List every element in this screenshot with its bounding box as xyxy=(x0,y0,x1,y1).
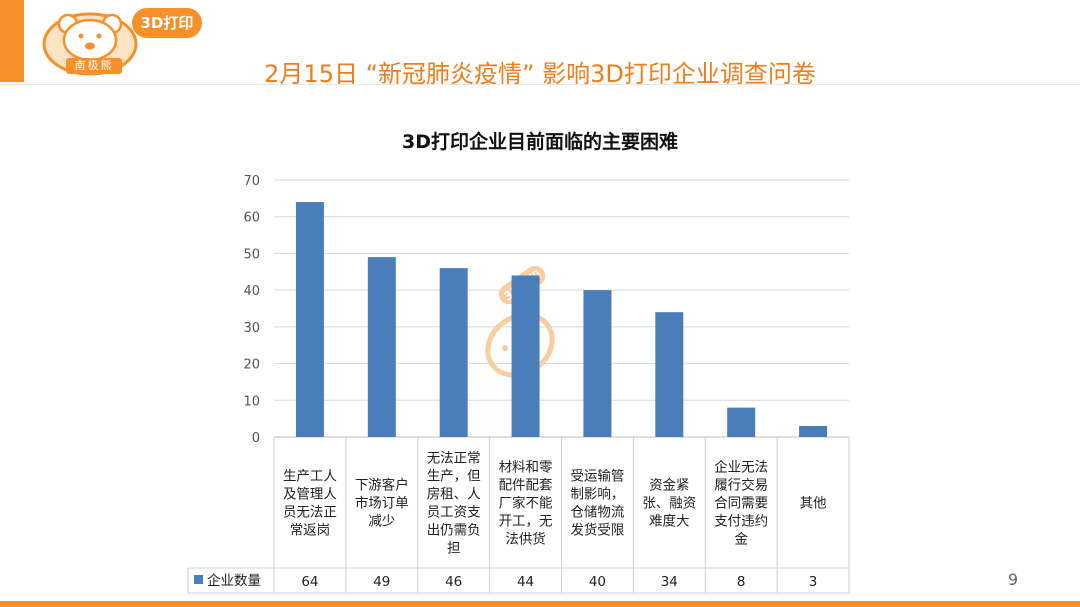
y-tick-label: 20 xyxy=(243,358,260,373)
bar xyxy=(799,425,828,437)
accent-bar xyxy=(0,0,24,82)
bar xyxy=(583,290,612,437)
logo: 3D打印 南极熊 xyxy=(38,6,203,78)
chart-title: 3D打印企业目前面临的主要困难 xyxy=(402,131,678,153)
page-number: 9 xyxy=(1007,570,1018,589)
y-tick-label: 60 xyxy=(243,211,260,226)
y-tick-label: 10 xyxy=(243,394,260,409)
x-category-label: 企业无法履行交易合同需要支付违约金 xyxy=(714,459,768,548)
legend-swatch xyxy=(194,575,203,584)
data-value-label: 3 xyxy=(809,574,818,590)
page-title: 2月15日 “新冠肺炎疫情” 影响3D打印企业调查问卷 xyxy=(264,60,816,88)
y-tick-label: 70 xyxy=(243,174,260,189)
header-divider xyxy=(0,84,1080,85)
x-category-label: 其他 xyxy=(800,496,827,512)
data-value-label: 8 xyxy=(737,574,746,590)
bar xyxy=(295,202,324,437)
legend-label: 企业数量 xyxy=(207,572,261,589)
x-category-label: 受运输管制影响，仓储物流发货受限 xyxy=(570,469,624,539)
y-tick-label: 30 xyxy=(243,321,260,336)
data-value-label: 46 xyxy=(445,574,462,590)
logo-name: 南极熊 xyxy=(66,58,122,74)
bar xyxy=(367,257,396,437)
bar xyxy=(439,268,468,437)
x-category-label: 无法正常生产，但房租、人员工资支出仍需负担 xyxy=(427,451,481,557)
y-tick-label: 50 xyxy=(243,247,260,262)
x-category-label: 材料和零配件配套厂家不能开工，无法供货 xyxy=(499,460,553,548)
bar xyxy=(511,275,540,437)
x-category-label: 下游客户市场订单减少 xyxy=(355,477,409,530)
data-value-label: 49 xyxy=(373,574,390,590)
x-category-label: 资金紧张、融资难度大 xyxy=(642,478,696,530)
y-tick-label: 0 xyxy=(252,431,260,446)
x-category-label: 生产工人及管理人员无法正常返岗 xyxy=(283,469,337,539)
data-value-label: 44 xyxy=(517,574,534,590)
data-value-label: 40 xyxy=(589,574,606,590)
logo-badge: 3D打印 xyxy=(132,8,202,38)
bar xyxy=(655,312,684,437)
data-value-label: 64 xyxy=(301,574,318,590)
footer-bar xyxy=(0,601,1080,607)
bar xyxy=(727,407,756,437)
y-tick-label: 40 xyxy=(243,284,260,299)
data-value-label: 34 xyxy=(661,574,678,590)
